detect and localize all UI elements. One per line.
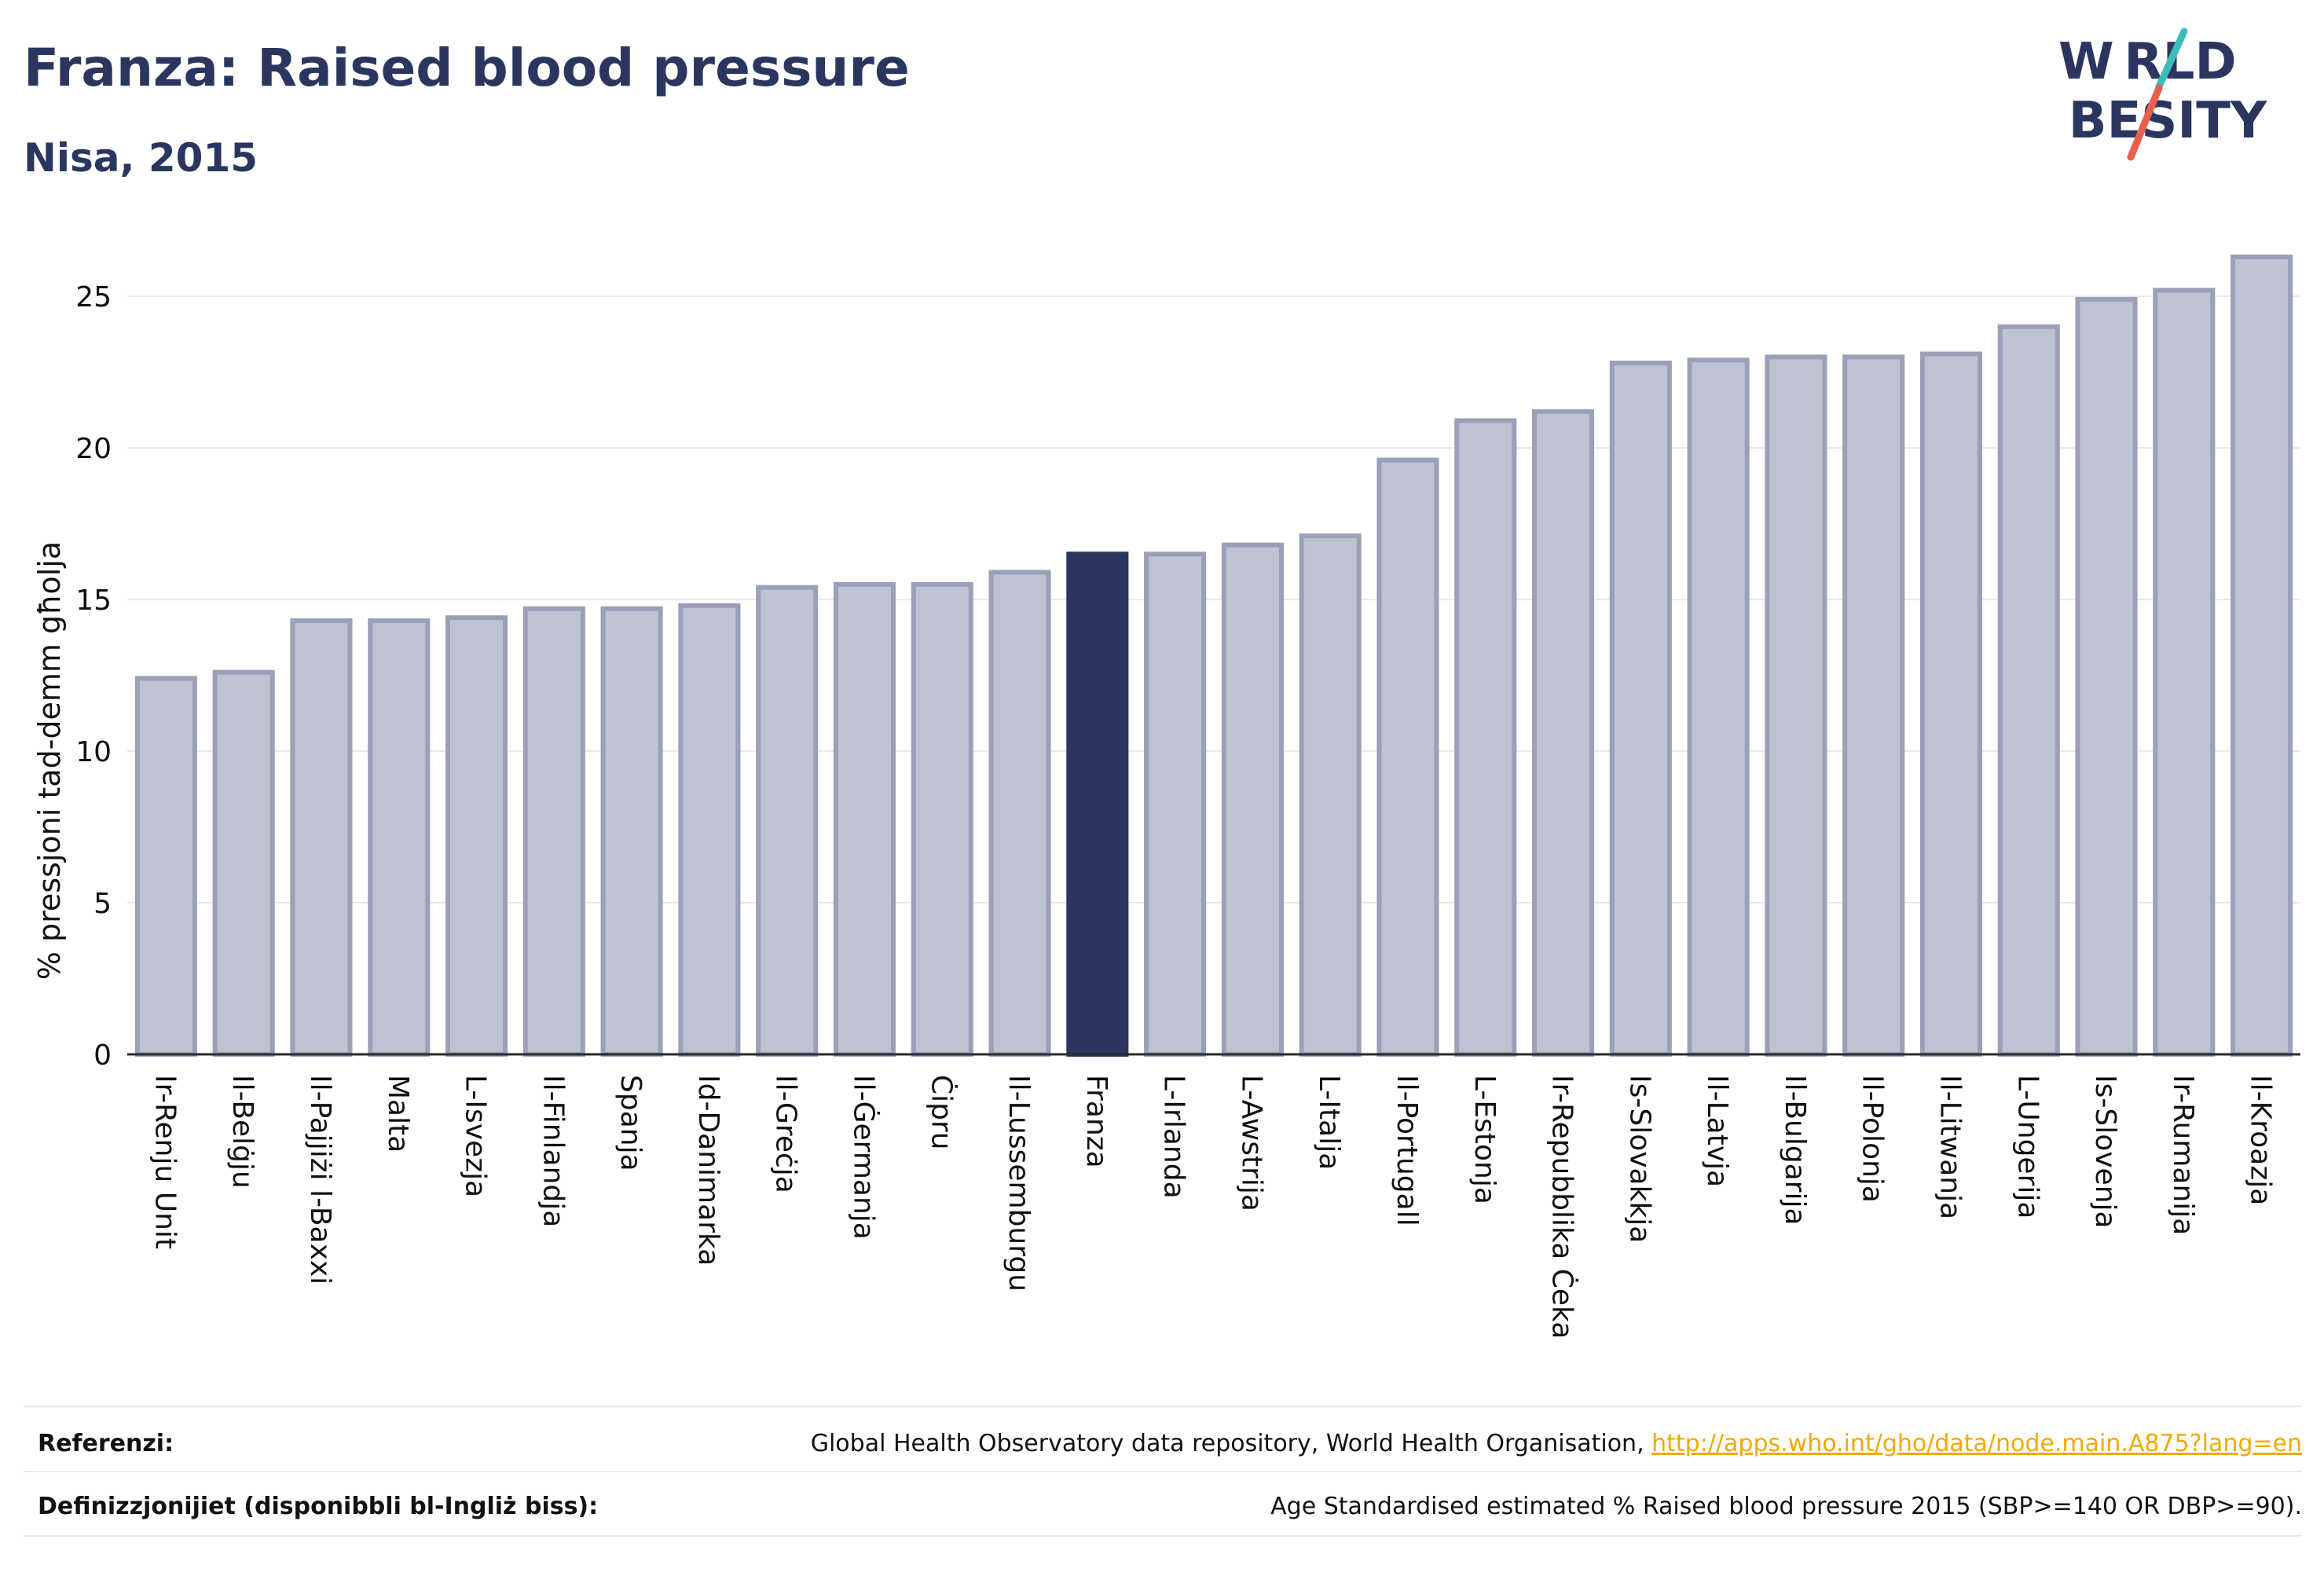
x-tick-label: L-Isvezja <box>460 1075 492 1197</box>
x-tick-label: Il-Polonja <box>1857 1075 1889 1203</box>
bar <box>678 603 741 1057</box>
bar <box>445 615 508 1057</box>
x-tick-label: Il-Latvja <box>1701 1075 1733 1187</box>
references-label: Referenzi: <box>38 1430 174 1457</box>
x-tick-label: L-Irlanda <box>1158 1075 1190 1199</box>
y-tick-label: 0 <box>93 1039 112 1072</box>
y-tick-label: 15 <box>75 585 112 617</box>
bar <box>600 606 663 1057</box>
bar <box>1842 354 1905 1057</box>
labels-layer: 0 5 10 15 20 25 Ir-Renju Unit Il-Belġju Il-Pajji… <box>75 281 2300 1339</box>
bar <box>1997 324 2060 1057</box>
x-tick-label: Il-Greċja <box>770 1075 802 1193</box>
x-tick-label: Il-Litwanja <box>1934 1075 1966 1219</box>
x-tick-label: Spanja <box>614 1075 647 1171</box>
y-tick-label: 5 <box>93 888 112 920</box>
world-obesity-logo: W RLD BESITY <box>2058 27 2267 161</box>
references-link[interactable]: http://apps.who.int/gho/data/node.main.A… <box>1651 1430 2302 1457</box>
bar <box>1919 351 1983 1057</box>
bar <box>522 606 585 1057</box>
chart-subtitle: Nisa, 2015 <box>24 135 258 181</box>
footer-divider-top <box>24 1406 2302 1407</box>
references-text: Global Health Observatory data repositor… <box>811 1430 2302 1457</box>
bar <box>1066 552 1129 1057</box>
x-tick-label: Il-Kroazja <box>2245 1075 2277 1205</box>
bar <box>368 618 431 1057</box>
x-tick-label: L-Ungerija <box>2011 1075 2044 1219</box>
bar <box>212 669 275 1057</box>
bar <box>1221 542 1284 1057</box>
bar <box>1144 552 1207 1057</box>
bar <box>1765 354 1827 1057</box>
x-tick-label: Franza <box>1080 1075 1113 1168</box>
x-tick-label: Il-Bulgarija <box>1779 1075 1811 1226</box>
bar <box>290 618 353 1057</box>
bar <box>1299 533 1362 1057</box>
x-tick-label: Il-Lussemburgu <box>1003 1075 1035 1292</box>
x-tick-label: L-Italja <box>1313 1075 1345 1170</box>
bar <box>988 570 1051 1057</box>
bar <box>1531 409 1595 1057</box>
bar <box>911 581 973 1057</box>
bar-chart: 0 5 10 15 20 25 Ir-Renju Unit Il-Belġju Il-Pajji… <box>32 255 2300 1339</box>
y-tick-label: 25 <box>75 281 112 313</box>
definitions-label: Definizzjonijiet (disponibbli bl-Ingliż … <box>38 1493 599 1520</box>
bar <box>1376 457 1439 1057</box>
bar <box>756 585 819 1057</box>
x-tick-label: Il-Belġju <box>226 1075 258 1189</box>
bar <box>2075 297 2138 1057</box>
x-tick-label: Ir-Renju Unit <box>148 1075 181 1249</box>
bars-layer <box>134 255 2293 1057</box>
logo-line-obesity: BESITY <box>2058 92 2267 150</box>
references-source: Global Health Observatory data repositor… <box>810 1430 1652 1457</box>
logo-line-world: W RLD <box>2058 33 2237 91</box>
x-tick-label: Ir-Repubblika Ċeka <box>1546 1075 1579 1339</box>
x-tick-label: Is-Slovakkja <box>1623 1075 1655 1243</box>
x-tick-label: Id-Danimarka <box>692 1075 724 1266</box>
x-tick-label: Il-Finlandja <box>537 1075 569 1227</box>
footer-divider-middle <box>24 1471 2302 1472</box>
bar <box>1609 361 1672 1057</box>
x-tick-label: Il-Pajjiżi l-Baxxi <box>304 1075 336 1285</box>
x-tick-label: L-Estonja <box>1468 1075 1501 1204</box>
y-axis-label: % pressjoni tad-demm għolja <box>32 541 67 980</box>
bar <box>833 581 896 1057</box>
definitions-text: Age Standardised estimated % Raised bloo… <box>1270 1493 2302 1520</box>
bar <box>134 676 197 1057</box>
bar <box>1454 418 1517 1057</box>
y-tick-label: 10 <box>75 736 112 768</box>
chart-title: Franza: Raised blood pressure <box>24 38 910 98</box>
x-tick-label: Il-Ġermanja <box>847 1075 880 1240</box>
y-tick-label: 20 <box>75 433 112 465</box>
bar <box>2153 288 2216 1057</box>
x-tick-label: Is-Slovenja <box>2089 1075 2121 1229</box>
footer-divider-bottom <box>24 1535 2302 1537</box>
x-tick-label: L-Awstrija <box>1235 1075 1267 1211</box>
x-tick-label: Il-Portugall <box>1391 1075 1423 1226</box>
x-tick-label: Malta <box>382 1075 414 1153</box>
bar <box>1687 357 1750 1057</box>
logo-slash-teal <box>2155 27 2188 90</box>
x-tick-label: Ir-Rumanija <box>2167 1075 2199 1235</box>
x-tick-label: Ċipru <box>925 1075 958 1150</box>
logo-slash-coral <box>2127 84 2163 161</box>
bar <box>2231 255 2293 1057</box>
